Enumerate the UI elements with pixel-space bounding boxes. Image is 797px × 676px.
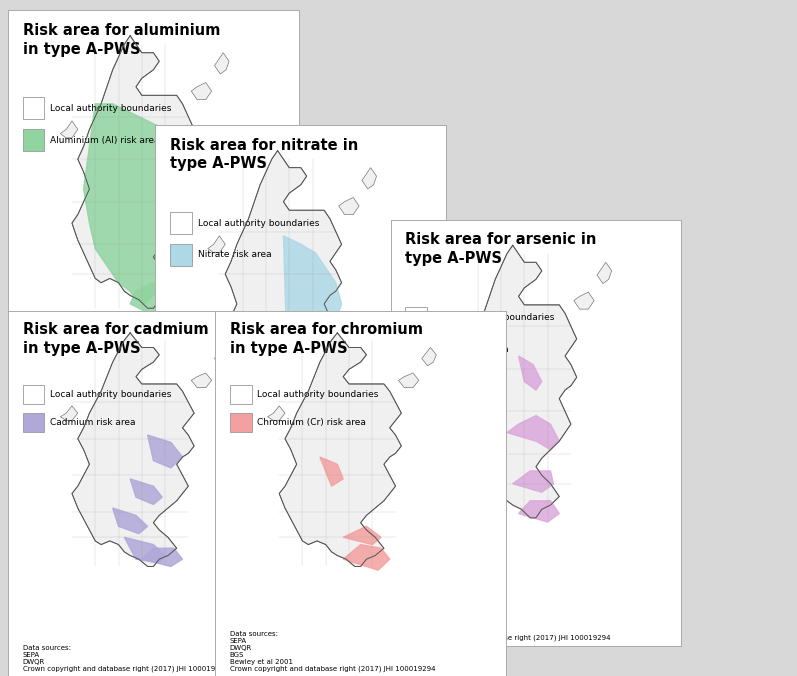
Polygon shape bbox=[268, 406, 285, 420]
Text: Local authority boundaries: Local authority boundaries bbox=[50, 391, 171, 400]
Text: Local authority boundaries: Local authority boundaries bbox=[257, 391, 379, 400]
Text: Data sources:
SEPA
DWQR
BGS
Crown copyright and database right (2017) JHI 100019: Data sources: SEPA DWQR BGS Crown copyri… bbox=[405, 607, 611, 642]
Polygon shape bbox=[279, 333, 402, 566]
Text: Risk area for chromium
in type A-PWS: Risk area for chromium in type A-PWS bbox=[230, 322, 422, 356]
FancyBboxPatch shape bbox=[170, 212, 192, 234]
FancyBboxPatch shape bbox=[22, 129, 45, 151]
Polygon shape bbox=[130, 479, 162, 504]
Text: Nitrate risk area: Nitrate risk area bbox=[198, 250, 271, 260]
Text: Data sources:
SEPA
DWQR
BGS
Bewley et al 2001
Crown copyright and database right: Data sources: SEPA DWQR BGS Bewley et al… bbox=[230, 631, 435, 673]
Text: Data sources:
SEPA
DWQR
Crown copyright and database right (2017) JHI 100019294: Data sources: SEPA DWQR Crown copyright … bbox=[22, 645, 228, 673]
FancyBboxPatch shape bbox=[22, 385, 45, 404]
Text: Cadmium risk area: Cadmium risk area bbox=[50, 418, 135, 427]
Polygon shape bbox=[362, 168, 376, 189]
Polygon shape bbox=[344, 545, 390, 570]
Polygon shape bbox=[344, 527, 381, 545]
Polygon shape bbox=[191, 82, 211, 99]
FancyBboxPatch shape bbox=[22, 413, 45, 432]
Polygon shape bbox=[519, 356, 542, 390]
Text: Local authority boundaries: Local authority boundaries bbox=[433, 313, 554, 322]
Text: Local authority boundaries: Local authority boundaries bbox=[50, 103, 171, 113]
Polygon shape bbox=[443, 331, 461, 347]
Polygon shape bbox=[339, 197, 359, 214]
FancyBboxPatch shape bbox=[230, 385, 252, 404]
Polygon shape bbox=[84, 104, 183, 304]
Text: Risk area for aluminium
in type A-PWS: Risk area for aluminium in type A-PWS bbox=[22, 23, 220, 57]
FancyBboxPatch shape bbox=[170, 244, 192, 266]
Polygon shape bbox=[284, 236, 342, 372]
Polygon shape bbox=[112, 508, 147, 533]
Polygon shape bbox=[147, 435, 183, 468]
Polygon shape bbox=[519, 501, 559, 522]
Polygon shape bbox=[219, 151, 342, 423]
Text: Risk area for nitrate in
type A-PWS: Risk area for nitrate in type A-PWS bbox=[170, 138, 358, 172]
Polygon shape bbox=[398, 373, 419, 387]
Polygon shape bbox=[320, 457, 344, 486]
Polygon shape bbox=[72, 36, 194, 308]
FancyBboxPatch shape bbox=[230, 413, 252, 432]
Polygon shape bbox=[214, 53, 229, 74]
Polygon shape bbox=[574, 292, 594, 309]
Polygon shape bbox=[597, 262, 611, 284]
Polygon shape bbox=[272, 385, 324, 410]
FancyBboxPatch shape bbox=[405, 307, 427, 329]
Text: Data sources:
SEPA
DWQR
Crown copyright and database right (2017) JHI 100019294: Data sources: SEPA DWQR Crown copyright … bbox=[170, 519, 375, 547]
Polygon shape bbox=[454, 245, 577, 518]
Text: Chromium (Cr) risk area: Chromium (Cr) risk area bbox=[257, 418, 367, 427]
Text: Data sources:
SEPA
DWQR
Crown copyright and database right (2017) JHI 100019294: Data sources: SEPA DWQR Crown copyright … bbox=[22, 404, 228, 432]
Polygon shape bbox=[214, 347, 229, 366]
Polygon shape bbox=[142, 548, 183, 566]
Polygon shape bbox=[507, 416, 559, 450]
Polygon shape bbox=[422, 347, 436, 366]
Text: Local authority boundaries: Local authority boundaries bbox=[198, 218, 319, 228]
Text: Risk area for arsenic in
type A-PWS: Risk area for arsenic in type A-PWS bbox=[405, 233, 596, 266]
Polygon shape bbox=[61, 121, 78, 138]
FancyBboxPatch shape bbox=[22, 97, 45, 119]
Text: Risk area for cadmium
in type A-PWS: Risk area for cadmium in type A-PWS bbox=[22, 322, 208, 356]
Text: Arsenic risk area: Arsenic risk area bbox=[433, 345, 508, 354]
Polygon shape bbox=[130, 283, 177, 317]
Polygon shape bbox=[191, 373, 211, 387]
Polygon shape bbox=[61, 406, 78, 420]
Polygon shape bbox=[512, 471, 553, 492]
Polygon shape bbox=[124, 537, 165, 563]
FancyBboxPatch shape bbox=[405, 339, 427, 361]
Text: Aluminium (Al) risk area: Aluminium (Al) risk area bbox=[50, 135, 159, 145]
Polygon shape bbox=[208, 236, 226, 253]
Polygon shape bbox=[72, 333, 194, 566]
